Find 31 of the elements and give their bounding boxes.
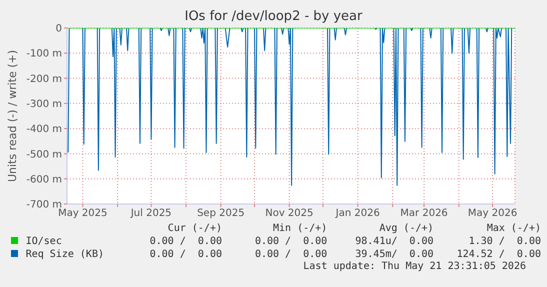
y-tick-label: -100 m [26,48,62,60]
y-tick-label: -300 m [26,98,62,110]
x-tick-label: Nov 2025 [265,208,314,220]
text: Avg (-/+) [378,222,435,235]
y-tick-label: -600 m [26,174,62,186]
text: 0.00 / 0.00 [148,248,223,261]
x-tick-label: Jul 2025 [130,208,172,220]
text: Cur (-/+) [166,222,223,235]
legend-label: IO/sec [24,235,63,248]
text: 0.00 / 0.00 [254,248,328,261]
y-tick-label: 0 [56,24,62,35]
text: Last update: Thu May 21 23:31:05 2026 [302,261,526,272]
text: Max (-/+) [486,222,542,235]
x-tick-label: Jan 2026 [334,208,380,220]
text: 39.45m/ 0.00 [354,248,435,261]
text: 124.52 / 0.00 [456,248,542,261]
text: Min (-/+) [272,222,328,235]
chart-title: IOs for /dev/loop2 - by year [184,9,364,24]
x-tick-label: Sep 2025 [197,208,245,220]
text: 0.00 / 0.00 [148,235,223,248]
legend-label: Req Size (KB) [24,248,105,261]
y-tick-label: -500 m [26,149,62,160]
text: 98.41u/ 0.00 [354,235,435,248]
x-tick-label: May 2025 [58,208,108,220]
y-axis-title: Units read (-) / write (+) [6,50,19,182]
x-tick-label: Mar 2026 [400,208,448,220]
text: 1.30 / 0.00 [468,235,542,248]
y-tick-label: -400 m [26,124,62,136]
x-tick-label: May 2026 [468,208,518,220]
text: 0.00 / 0.00 [254,235,328,248]
y-tick-label: -200 m [26,74,62,85]
